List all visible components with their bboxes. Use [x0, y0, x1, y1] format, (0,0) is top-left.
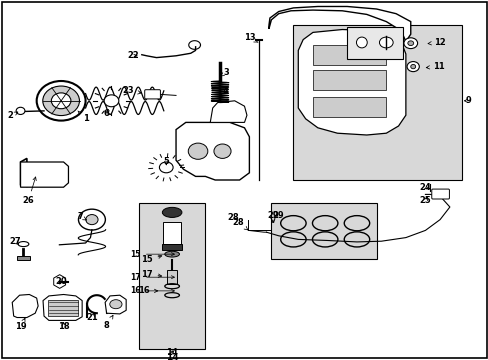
Ellipse shape [86, 215, 98, 225]
Text: 15: 15 [130, 250, 174, 258]
Polygon shape [105, 295, 126, 314]
Text: 29: 29 [266, 211, 278, 223]
Text: 17: 17 [141, 270, 162, 279]
Text: 6: 6 [103, 109, 109, 118]
Text: 16: 16 [130, 287, 174, 295]
Polygon shape [176, 122, 249, 180]
Ellipse shape [43, 86, 80, 116]
Text: 26: 26 [22, 177, 36, 205]
Bar [293, 25, 461, 180]
Ellipse shape [379, 37, 392, 48]
Text: 22: 22 [127, 51, 139, 60]
Ellipse shape [410, 64, 415, 69]
Text: 4: 4 [220, 87, 228, 97]
Text: 13: 13 [243, 33, 258, 42]
Polygon shape [210, 101, 246, 122]
Ellipse shape [104, 95, 119, 107]
Text: 10: 10 [365, 51, 377, 60]
Text: 18: 18 [58, 322, 69, 331]
Bar [17, 256, 30, 260]
Bar [346, 27, 403, 59]
Text: 29: 29 [272, 211, 284, 220]
Ellipse shape [78, 209, 105, 230]
Bar [312, 97, 386, 117]
Text: 8: 8 [103, 315, 113, 330]
Text: 14: 14 [166, 347, 178, 356]
Text: 28: 28 [232, 218, 247, 230]
Ellipse shape [51, 93, 71, 109]
Text: 23: 23 [122, 86, 141, 95]
Text: 19: 19 [15, 318, 26, 331]
Text: 1: 1 [78, 111, 88, 123]
FancyBboxPatch shape [144, 90, 160, 99]
Ellipse shape [16, 107, 25, 114]
Ellipse shape [214, 144, 231, 158]
Text: 3: 3 [220, 68, 228, 77]
Text: 2: 2 [8, 112, 18, 120]
Bar [48, 300, 78, 316]
Bar [163, 222, 181, 244]
Bar [162, 244, 182, 250]
Text: 21: 21 [86, 313, 98, 322]
Text: 5: 5 [163, 157, 169, 166]
Text: 16: 16 [138, 287, 158, 295]
Bar [312, 45, 386, 65]
Text: 27: 27 [10, 238, 21, 247]
Bar [167, 270, 177, 284]
Bar [312, 70, 386, 90]
Text: 11: 11 [426, 62, 444, 71]
Bar [271, 203, 376, 259]
Bar [139, 203, 205, 349]
Polygon shape [20, 162, 68, 187]
Polygon shape [298, 30, 405, 135]
Polygon shape [268, 6, 410, 41]
Text: 14: 14 [165, 353, 178, 360]
Ellipse shape [406, 62, 419, 72]
Ellipse shape [37, 81, 85, 121]
Text: 9: 9 [464, 96, 470, 105]
Text: 15: 15 [141, 255, 162, 264]
Ellipse shape [18, 242, 29, 247]
Ellipse shape [164, 251, 179, 257]
Ellipse shape [403, 38, 417, 49]
Text: 24: 24 [419, 183, 430, 192]
Ellipse shape [159, 162, 173, 173]
Text: 7: 7 [78, 212, 86, 221]
Text: 20: 20 [55, 277, 67, 286]
Ellipse shape [356, 37, 366, 48]
Ellipse shape [188, 143, 207, 159]
Text: 17: 17 [130, 273, 174, 282]
Ellipse shape [162, 207, 182, 217]
Text: 12: 12 [427, 38, 445, 47]
Polygon shape [43, 294, 82, 320]
Ellipse shape [407, 41, 413, 45]
FancyBboxPatch shape [431, 189, 448, 199]
Text: 25: 25 [419, 197, 430, 205]
Polygon shape [12, 294, 38, 318]
Ellipse shape [110, 300, 122, 309]
Text: 28: 28 [226, 213, 238, 222]
